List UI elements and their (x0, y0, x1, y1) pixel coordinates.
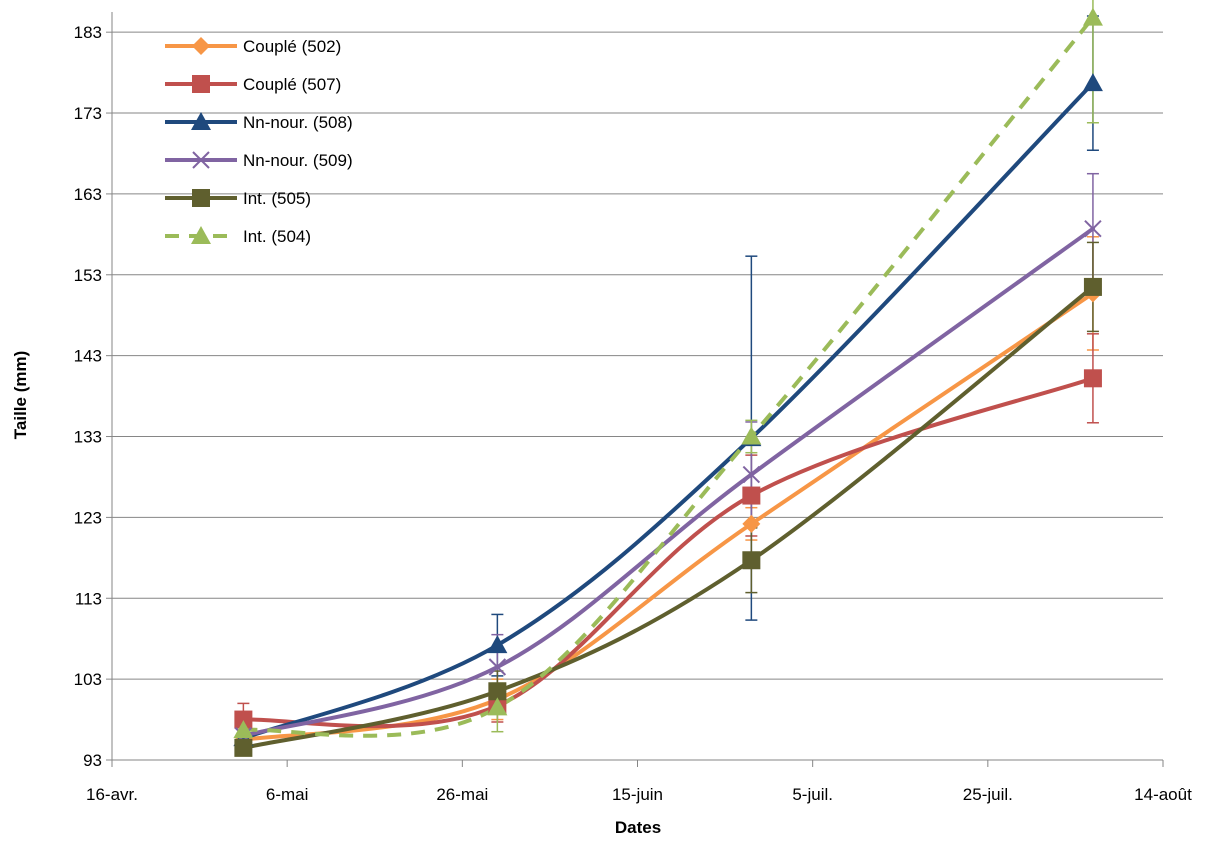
data-point-int-504 (741, 426, 762, 445)
marker-stroke (1084, 219, 1102, 238)
data-point-nn-nour-509 (1084, 219, 1102, 238)
data-point-int-505 (742, 551, 761, 570)
legend-label-couple-507: Couplé (507) (243, 75, 341, 94)
data-point-int-504 (1082, 7, 1103, 26)
data-point-int-505 (1083, 277, 1102, 296)
data-point-nn-nour-509 (742, 465, 761, 484)
x-axis-title: Dates (615, 818, 661, 837)
marker-stroke (192, 151, 210, 169)
legend-label-couple-502: Couplé (502) (243, 37, 341, 56)
y-tick-label: 133 (74, 428, 102, 447)
legend: Couplé (502) Couplé (507) Nn-nour. (508) Nn… (165, 37, 353, 246)
data-point-couple-507 (1083, 369, 1102, 388)
x-tick-label: 26-mai (436, 785, 488, 804)
series-line-int-505 (241, 284, 1095, 750)
series-lines (241, 16, 1095, 750)
data-point-couple-507 (742, 486, 761, 505)
marker-stroke (488, 658, 507, 676)
series-line-couple-507 (241, 376, 1095, 729)
series-markers (233, 7, 1103, 757)
x-tick-label: 5-juil. (792, 785, 833, 804)
error-bars (237, 0, 1099, 737)
legend-marker-int-505 (192, 189, 210, 207)
legend-label-nn-nour-509: Nn-nour. (509) (243, 151, 353, 170)
x-tick-label: 6-mai (266, 785, 309, 804)
legend-label-nn-nour-508: Nn-nour. (508) (243, 113, 353, 132)
x-tick-label: 15-juin (612, 785, 663, 804)
data-point-couple-502 (742, 514, 761, 533)
marker-stroke (742, 465, 761, 484)
x-tick-label: 14-août (1134, 785, 1192, 804)
legend-marker-couple-502 (192, 37, 210, 55)
y-tick-label: 123 (74, 508, 102, 527)
y-tick-label: 163 (74, 185, 102, 204)
y-tick-label: 143 (74, 347, 102, 366)
legend-marker-nn-nour-508 (191, 112, 211, 130)
x-tick-label: 16-avr. (86, 785, 138, 804)
data-point-int-504 (233, 720, 254, 739)
y-tick-label: 113 (75, 589, 102, 608)
legend-label-int-504: Int. (504) (243, 227, 311, 246)
legend-label-int-505: Int. (505) (243, 189, 311, 208)
x-axis-ticks: 16-avr. 6-mai 26-mai 15-juin 5-juil. 25-juil.… (86, 760, 1192, 804)
y-axis-ticks: 93 103 113 123 133 143 153 163 173 183 (74, 23, 112, 770)
series-line-couple-502 (241, 291, 1095, 742)
data-point-int-504 (487, 697, 508, 716)
data-point-int-505 (488, 682, 507, 701)
legend-marker-nn-nour-509 (192, 151, 210, 169)
data-point-nn-nour-509 (488, 658, 507, 676)
series-line-nn-nour-508 (241, 81, 1095, 741)
data-point-nn-nour-508 (1082, 73, 1103, 92)
gridlines (112, 31, 1163, 680)
y-tick-label: 183 (74, 23, 102, 42)
y-axis-title: Taille (mm) (11, 351, 30, 439)
y-tick-label: 173 (74, 104, 102, 123)
y-tick-label: 93 (83, 751, 102, 770)
data-point-int-505 (234, 738, 253, 757)
series-line-int-504 (243, 16, 1095, 738)
y-tick-label: 103 (74, 670, 102, 689)
data-point-couple-507 (234, 710, 253, 729)
y-tick-label: 153 (74, 266, 102, 285)
x-tick-label: 25-juil. (963, 785, 1013, 804)
series-line-nn-nour-509 (241, 226, 1095, 738)
data-point-nn-nour-508 (487, 635, 508, 654)
legend-marker-couple-507 (192, 75, 210, 93)
legend-marker-int-504 (191, 226, 211, 244)
